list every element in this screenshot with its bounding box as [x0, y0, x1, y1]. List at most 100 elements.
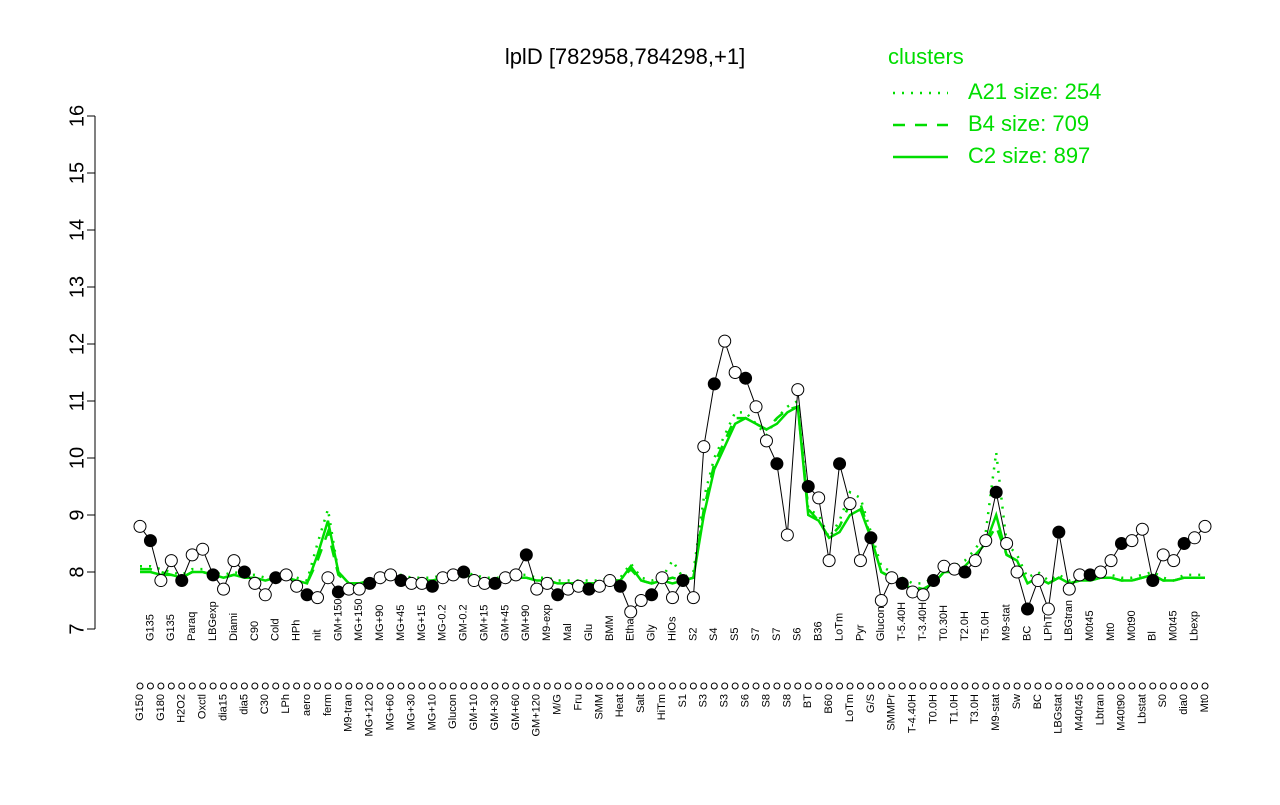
- x-tick-label: Sw: [1011, 694, 1023, 709]
- x-tick-label: MG+150: [353, 599, 365, 642]
- data-point: [530, 582, 544, 596]
- x-tick-label: HiOs: [666, 616, 678, 641]
- data-point: [1135, 522, 1149, 536]
- x-tick-label: MG+30: [405, 694, 417, 730]
- data-point: [519, 548, 533, 562]
- rug: [971, 682, 979, 690]
- x-tick-label: M0t45: [1084, 610, 1096, 641]
- rug: [146, 682, 154, 690]
- rug: [1044, 682, 1052, 690]
- rug: [961, 682, 969, 690]
- x-tick-label: Paraq: [186, 612, 198, 641]
- data-point: [666, 591, 679, 605]
- data-point: [363, 576, 377, 590]
- x-tick-label: S0: [1157, 694, 1169, 707]
- x-tick-label: T0.30H: [938, 605, 950, 641]
- data-point: [603, 574, 617, 588]
- x-tick-label: GM+90: [520, 605, 532, 641]
- rug: [470, 682, 478, 690]
- x-tick-label: Lbexp: [1188, 611, 1200, 641]
- x-tick-label: S1: [677, 694, 689, 707]
- x-tick-label: LPhT: [1042, 614, 1054, 641]
- rug: [679, 682, 687, 690]
- x-tick-label: LBGstat: [1053, 694, 1065, 734]
- x-tick-label: S4: [708, 628, 720, 641]
- rug: [1086, 682, 1094, 690]
- x-tick-label: dia5: [238, 694, 250, 715]
- data-point: [133, 519, 147, 533]
- x-tick-label: LoTm: [833, 613, 845, 641]
- y-tick-label: 9: [66, 509, 88, 520]
- rug: [982, 682, 990, 690]
- x-tick-label: Gly: [646, 624, 658, 641]
- rug: [721, 682, 729, 690]
- rug: [637, 682, 645, 690]
- rug: [783, 682, 791, 690]
- rug: [606, 682, 614, 690]
- rug: [314, 682, 321, 690]
- cluster-line: [140, 404, 1205, 591]
- y-tick-label: 16: [66, 105, 88, 127]
- x-tick-label: Oxctl: [197, 694, 209, 719]
- legend-label: C2 size: 897: [968, 143, 1090, 168]
- data-point: [311, 591, 324, 605]
- rug: [543, 682, 551, 690]
- rug: [616, 682, 624, 690]
- data-point: [958, 565, 972, 579]
- data-point: [1062, 582, 1076, 596]
- x-tick-label: T5.0H: [980, 611, 992, 641]
- data-point: [258, 588, 272, 602]
- x-tick-label: G/S: [865, 694, 877, 713]
- rug: [658, 682, 666, 690]
- data-point: [509, 568, 523, 582]
- rug: [261, 682, 269, 690]
- data-point: [739, 371, 753, 385]
- x-tick-label: aero: [301, 694, 313, 716]
- x-tick-label: S8: [760, 694, 772, 707]
- rug: [220, 682, 228, 690]
- x-tick-label: S6: [792, 628, 804, 641]
- data-point: [488, 576, 502, 590]
- rug: [627, 682, 635, 690]
- data-point: [1146, 574, 1160, 588]
- rug: [522, 682, 530, 690]
- data-point: [321, 571, 335, 585]
- rug: [700, 682, 708, 690]
- data-point: [624, 605, 638, 619]
- rug: [449, 682, 457, 690]
- data-point: [290, 579, 304, 593]
- data-point: [707, 377, 721, 391]
- data-point: [248, 576, 262, 590]
- data-point: [791, 383, 805, 397]
- x-tick-label: BT: [802, 694, 814, 708]
- x-tick-label: G135: [144, 614, 156, 641]
- y-tick-label: 8: [66, 566, 88, 577]
- x-tick-label: T-3.40H: [917, 602, 929, 641]
- rug: [856, 682, 864, 690]
- x-tick-label: T1.0H: [948, 694, 960, 724]
- chart-title: lplD [782958,784298,+1]: [505, 44, 745, 69]
- data-point: [770, 457, 784, 471]
- data-point: [895, 576, 909, 590]
- x-tick-label: SMM: [593, 694, 605, 720]
- data-point: [728, 366, 742, 379]
- x-tick-label: Glucon: [875, 606, 887, 641]
- data-line: [139, 339, 1206, 613]
- rug: [272, 682, 280, 690]
- cluster-line: [140, 405, 1205, 591]
- data-point: [196, 542, 210, 556]
- data-point: [175, 574, 189, 588]
- x-tick-label: ferm: [322, 694, 334, 716]
- data-point: [780, 528, 794, 542]
- x-tick-label: SMMPr: [886, 694, 898, 731]
- rug: [773, 682, 781, 690]
- x-tick-label: B36: [813, 621, 825, 641]
- rug: [877, 682, 885, 690]
- x-tick-label: GM+60: [510, 694, 522, 730]
- x-tick-label: M/G: [552, 694, 564, 715]
- x-tick-label: Fru: [572, 694, 584, 711]
- rug: [188, 682, 196, 690]
- rug: [355, 682, 363, 690]
- x-tick-label: C30: [259, 694, 271, 714]
- x-tick-label: Glu: [583, 624, 595, 641]
